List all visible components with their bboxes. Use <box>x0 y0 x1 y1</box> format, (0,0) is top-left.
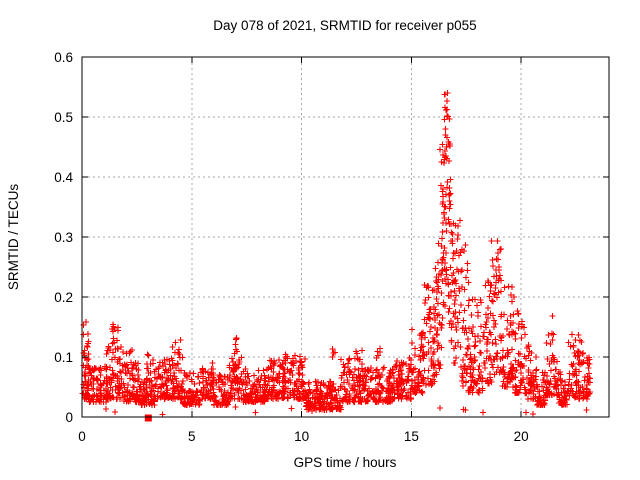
flag-square-marker <box>144 414 152 422</box>
x-tick-label: 5 <box>188 429 196 444</box>
chart-title: Day 078 of 2021, SRMTID for receiver p05… <box>213 18 476 33</box>
y-tick-label: 0.3 <box>54 230 73 245</box>
plot-border <box>81 56 610 418</box>
y-axis-label: SRMTID / TECUs <box>6 184 21 291</box>
y-tick-label: 0.2 <box>54 290 73 305</box>
x-tick-label: 20 <box>514 429 529 444</box>
x-tick-label: 15 <box>404 429 419 444</box>
y-tick-label: 0.5 <box>54 110 73 125</box>
y-tick-label: 0.1 <box>54 350 73 365</box>
x-tick-label: 10 <box>294 429 309 444</box>
tick-label-layer: 0 5 10 15 20 0 0.1 0.2 0.3 0.4 0.5 0.6 <box>54 50 528 444</box>
y-tick-label: 0 <box>65 410 73 425</box>
y-tick-label: 0.4 <box>54 170 73 185</box>
data-layer <box>79 90 593 422</box>
data-points <box>79 90 593 418</box>
y-tick-label: 0.6 <box>54 50 73 65</box>
x-axis-label: GPS time / hours <box>294 455 397 470</box>
x-tick-label: 0 <box>78 429 86 444</box>
